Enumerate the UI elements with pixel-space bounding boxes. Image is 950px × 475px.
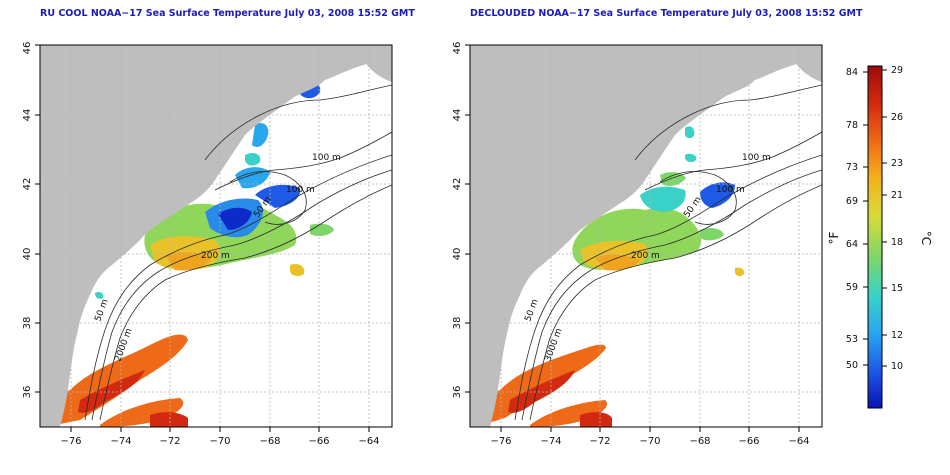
right-y-tick-label: 36 (452, 386, 463, 399)
right-x-tick-label: −66 (738, 436, 759, 447)
temperature-colorbar: 84 78 73 69 64 59 53 50 29 26 23 21 18 1… (827, 65, 933, 409)
left-land (40, 45, 392, 427)
right-contour-label-1: 100 m (742, 153, 771, 163)
colorbar-gradient (867, 65, 883, 409)
left-contour-label-2: 100 m (286, 185, 315, 195)
colorbar-f-label: 53 (846, 334, 858, 345)
left-y-tick-label: 44 (22, 109, 33, 122)
colorbar-f-label: 59 (846, 282, 858, 293)
left-map-frame (39, 44, 393, 428)
colorbar-c-label: 26 (891, 112, 903, 123)
right-x-tick-label: −74 (540, 436, 561, 447)
right-contour-label-4: 200 m (631, 251, 660, 261)
right-map-panel: 100 m 100 m 50 m 200 m 50 m 3000 m −76 −… (452, 42, 823, 447)
colorbar-celsius-unit: °C (919, 231, 933, 245)
colorbar-c-label: 29 (891, 65, 903, 76)
colorbar-f-label: 78 (846, 120, 858, 131)
left-contour-label-4: 200 m (201, 251, 230, 261)
left-bathymetry-contours (84, 84, 392, 421)
colorbar-f-label: 64 (846, 239, 858, 250)
left-contour-label-1: 100 m (312, 153, 341, 163)
right-x-tick-label: −76 (490, 436, 511, 447)
colorbar-f-label: 69 (846, 196, 858, 207)
left-y-tick-label: 36 (22, 386, 33, 399)
left-y-tick-label: 38 (22, 317, 33, 330)
left-x-tick-labels: −76 −74 −72 −70 −68 −66 −64 (60, 436, 379, 447)
colorbar-fahrenheit-unit: °F (827, 231, 841, 244)
right-land (470, 45, 822, 427)
colorbar-c-label: 18 (891, 237, 903, 248)
right-map-frame (469, 44, 823, 428)
left-x-tick-label: −76 (60, 436, 81, 447)
left-x-tick-label: −68 (259, 436, 280, 447)
right-x-tick-label: −72 (589, 436, 610, 447)
left-x-tick-label: −64 (358, 436, 379, 447)
right-bathymetry-contours (514, 84, 822, 421)
left-y-tick-labels: 36 38 40 42 44 46 (22, 42, 33, 399)
colorbar-c-label: 10 (891, 361, 903, 372)
colorbar-c-label: 12 (891, 330, 903, 341)
right-y-tick-label: 44 (452, 109, 463, 122)
left-y-tick-label: 42 (22, 178, 33, 191)
colorbar-f-tick-marks (863, 71, 868, 366)
right-map-title: DECLOUDED NOAA−17 Sea Surface Temperatur… (470, 8, 863, 19)
right-y-tick-label: 42 (452, 178, 463, 191)
left-x-tick-label: −70 (209, 436, 230, 447)
left-y-tick-label: 40 (22, 248, 33, 261)
left-x-tick-label: −66 (308, 436, 329, 447)
right-x-tick-labels: −76 −74 −72 −70 −68 −66 −64 (490, 436, 809, 447)
colorbar-c-tick-marks (882, 69, 887, 367)
left-x-tick-marks (35, 44, 370, 432)
left-x-tick-label: −74 (110, 436, 131, 447)
colorbar-f-label: 50 (846, 360, 858, 371)
colorbar-f-tick-labels: 84 78 73 69 64 59 53 50 (846, 67, 858, 371)
right-contour-label-2: 100 m (716, 185, 745, 195)
colorbar-f-label: 73 (846, 162, 858, 173)
colorbar-c-label: 23 (891, 158, 903, 169)
colorbar-c-tick-labels: 29 26 23 21 18 15 12 10 (891, 65, 903, 372)
right-tick-marks (465, 44, 800, 432)
right-sst-field (475, 126, 745, 427)
colorbar-c-label: 21 (891, 190, 903, 201)
right-y-tick-label: 40 (452, 248, 463, 261)
right-y-tick-labels: 36 38 40 42 44 46 (452, 42, 463, 399)
left-map-panel: 100 m 100 m 50 m 200 m 50 m 2000 m −76 −… (22, 42, 393, 447)
colorbar-f-label: 84 (846, 67, 858, 78)
right-x-tick-label: −64 (788, 436, 809, 447)
colorbar-c-label: 15 (891, 283, 903, 294)
right-x-tick-label: −68 (689, 436, 710, 447)
left-map-title: RU COOL NOAA−17 Sea Surface Temperature … (40, 8, 415, 19)
left-y-tick-label: 46 (22, 42, 33, 55)
left-gridlines (40, 45, 392, 427)
right-y-tick-label: 46 (452, 42, 463, 55)
right-y-tick-label: 38 (452, 317, 463, 330)
right-x-tick-label: −70 (639, 436, 660, 447)
right-gridlines (470, 45, 822, 427)
left-x-tick-label: −72 (159, 436, 180, 447)
